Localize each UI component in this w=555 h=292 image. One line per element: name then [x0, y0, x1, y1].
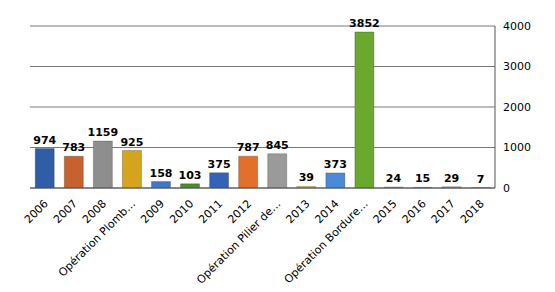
svg-text:2017: 2017 [429, 197, 458, 226]
svg-text:103: 103 [179, 169, 202, 182]
svg-text:4000: 4000 [503, 20, 531, 33]
svg-text:974: 974 [33, 134, 56, 147]
svg-text:0: 0 [503, 182, 510, 195]
svg-text:2006: 2006 [22, 197, 51, 226]
svg-text:2012: 2012 [225, 197, 255, 227]
svg-text:925: 925 [120, 136, 143, 149]
svg-text:3000: 3000 [503, 60, 531, 73]
svg-text:2009: 2009 [138, 197, 167, 226]
svg-text:15: 15 [415, 172, 430, 185]
svg-text:375: 375 [208, 158, 231, 171]
svg-text:7: 7 [477, 173, 485, 186]
svg-text:2016: 2016 [400, 197, 429, 226]
svg-text:3852: 3852 [349, 17, 380, 30]
svg-text:2013: 2013 [283, 197, 312, 226]
svg-text:39: 39 [299, 171, 314, 184]
svg-text:29: 29 [444, 172, 459, 185]
svg-text:2011: 2011 [196, 197, 225, 226]
svg-text:2018: 2018 [458, 197, 487, 226]
svg-text:2010: 2010 [167, 197, 196, 226]
svg-text:1159: 1159 [88, 126, 119, 139]
svg-text:783: 783 [62, 141, 85, 154]
svg-text:Opération Pilier de…: Opération Pilier de… [194, 197, 283, 284]
svg-text:845: 845 [266, 139, 289, 152]
svg-text:2007: 2007 [51, 197, 80, 226]
svg-text:24: 24 [386, 172, 402, 185]
svg-text:787: 787 [237, 141, 260, 154]
svg-text:1000: 1000 [503, 141, 531, 154]
svg-text:373: 373 [324, 158, 347, 171]
svg-text:2008: 2008 [80, 197, 109, 227]
svg-text:158: 158 [149, 167, 172, 180]
svg-text:Opération Plomb…: Opération Plomb… [56, 197, 138, 279]
svg-text:2000: 2000 [503, 101, 531, 114]
svg-text:Opération Bordure…: Opération Bordure… [282, 197, 371, 284]
svg-text:2015: 2015 [371, 197, 400, 226]
svg-text:2014: 2014 [312, 197, 342, 227]
